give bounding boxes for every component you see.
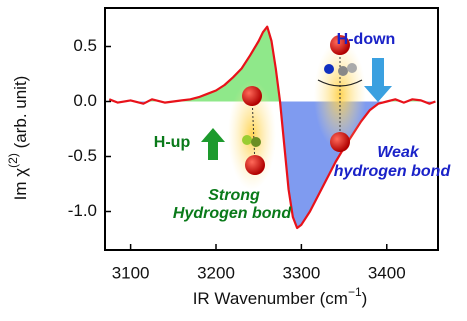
annotation: hydrogen bond	[334, 163, 452, 180]
annotation: Weak	[377, 144, 420, 161]
y-tick-label: 0.0	[73, 91, 97, 110]
molecule-h-up	[228, 80, 276, 190]
molecule-h-down	[314, 35, 366, 152]
up-arrow	[201, 128, 225, 160]
x-tick-label: 3100	[112, 263, 150, 282]
x-label-part: −1	[348, 285, 362, 299]
x-label-part: IR Wavenumber (cm	[193, 289, 348, 308]
y-axis-label: Im χ(2) (arb. unit)	[6, 76, 30, 201]
down-arrow	[364, 58, 392, 102]
plot-frame	[104, 7, 439, 251]
annotation: Hydrogen bond	[173, 205, 292, 222]
x-tick-label: 3300	[282, 263, 320, 282]
x-tick-label: 3400	[368, 263, 406, 282]
x-tick-label: 3200	[197, 263, 235, 282]
x-axis-label: IR Wavenumber (cm−1)	[193, 285, 368, 308]
y-label-part: (2)	[6, 153, 20, 168]
line	[108, 25, 436, 230]
positive-area	[109, 26, 436, 102]
x-label-part: )	[362, 289, 368, 308]
y-label-part: Im χ	[11, 168, 30, 201]
annotation: H-down	[337, 31, 396, 48]
y-label-part: (arb. unit)	[11, 76, 30, 153]
annotation: Strong	[208, 187, 260, 204]
y-tick-label: -1.0	[68, 201, 97, 220]
plot-area: 0.5 0.0 -0.5 -1.0 3100 3200 3300 3400	[68, 7, 439, 282]
y-tick-label: 0.5	[73, 36, 97, 55]
annotation: H-up	[154, 134, 191, 151]
y-tick-label: -0.5	[68, 146, 97, 165]
